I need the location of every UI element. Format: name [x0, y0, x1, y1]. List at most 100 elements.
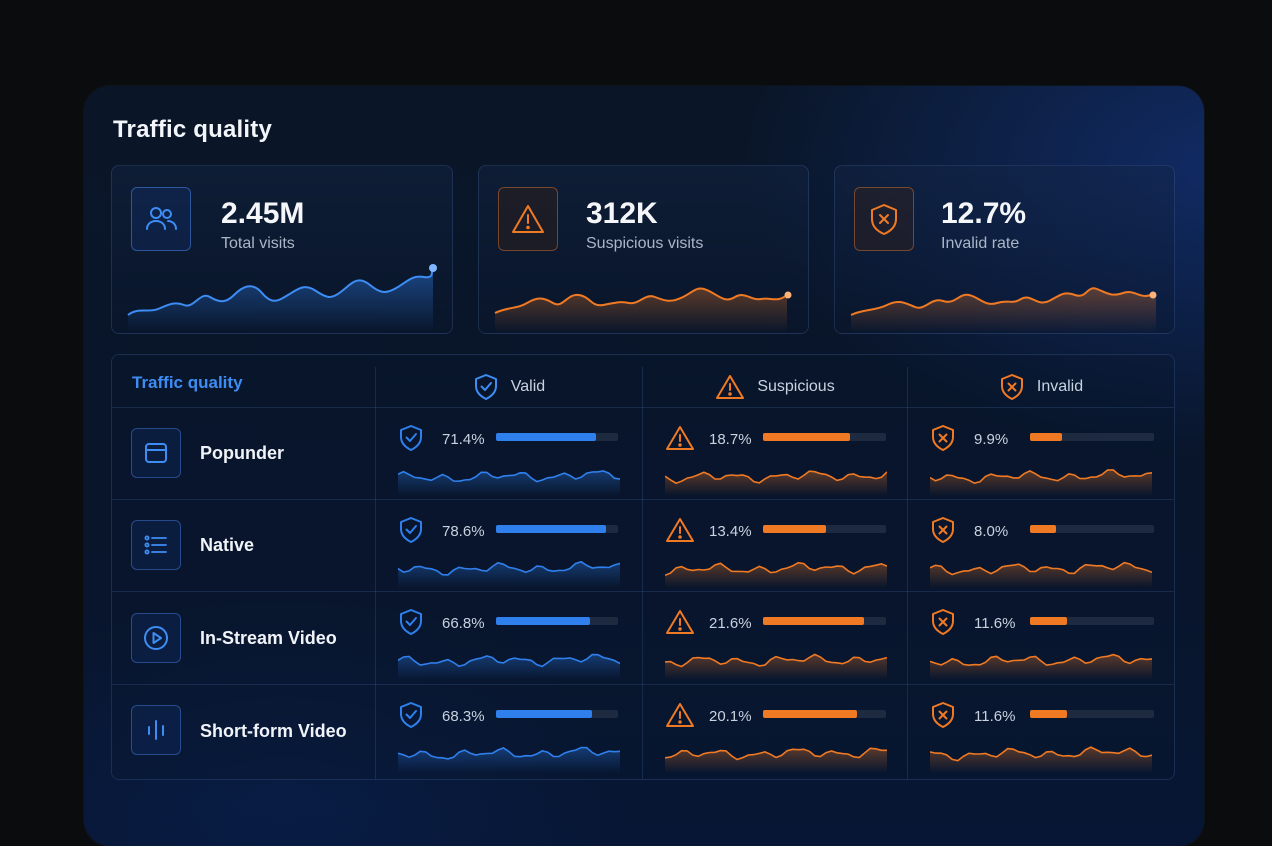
- column-header-label: Invalid: [1036, 378, 1084, 395]
- progress-bar-fill: [1030, 710, 1068, 718]
- kpi-value: 2.45M: [221, 197, 305, 230]
- warning-icon: [666, 610, 694, 634]
- shield-check-icon: [400, 517, 422, 543]
- metric-cell-valid[interactable]: 78.6%: [376, 500, 642, 592]
- metric-percent: 71.4%: [442, 431, 485, 448]
- kpi-label: Invalid rate: [941, 235, 1020, 252]
- kpi-card-total-visits[interactable]: 2.45M Total visits: [111, 165, 453, 334]
- progress-bar-fill: [496, 710, 592, 718]
- metric-cell-suspicious[interactable]: 13.4%: [643, 500, 909, 592]
- progress-bar: [496, 617, 618, 625]
- metric-cell-invalid[interactable]: 9.9%: [908, 408, 1174, 500]
- progress-bar-fill: [496, 525, 607, 533]
- valid-status-icon: [398, 516, 424, 549]
- play-circle-icon: [131, 613, 181, 663]
- metric-cell-invalid[interactable]: 11.6%: [908, 592, 1174, 684]
- metric-cell-suspicious[interactable]: 18.7%: [643, 408, 909, 500]
- progress-bar: [763, 617, 886, 625]
- metric-percent: 68.3%: [442, 708, 485, 725]
- progress-bar: [1030, 617, 1154, 625]
- trend-sparkline: [398, 560, 620, 588]
- progress-bar: [763, 433, 886, 441]
- progress-bar: [496, 525, 618, 533]
- progress-bar: [1030, 525, 1154, 533]
- progress-bar-fill: [496, 433, 597, 441]
- column-header-suspicious[interactable]: Suspicious: [643, 367, 907, 407]
- progress-bar-fill: [763, 710, 857, 718]
- users-icon: [131, 187, 191, 251]
- shield-x-icon: [932, 425, 954, 451]
- trend-sparkline: [930, 746, 1152, 773]
- progress-bar: [1030, 710, 1154, 718]
- shield-x-icon: [932, 702, 954, 728]
- column-header-invalid[interactable]: Invalid: [908, 367, 1174, 407]
- metric-cell-valid[interactable]: 68.3%: [376, 685, 642, 777]
- kpi-card-suspicious-visits[interactable]: 312K Suspicious visits: [478, 165, 809, 334]
- metric-percent: 8.0%: [974, 523, 1009, 540]
- suspicious-status-icon: [665, 424, 695, 457]
- column-header-label: Suspicious: [757, 378, 835, 395]
- browser-window-icon: [131, 428, 181, 478]
- metric-percent: 78.6%: [442, 523, 485, 540]
- metric-cell-invalid[interactable]: 8.0%: [908, 500, 1174, 592]
- row-name-short-form-video[interactable]: Short-form Video: [200, 721, 347, 741]
- traffic-quality-table: Traffic quality Valid Suspicious Invalid: [111, 354, 1175, 780]
- column-header-valid[interactable]: Valid: [376, 367, 642, 407]
- suspicious-visits-sparkline: [494, 287, 792, 333]
- column-header-label: Valid: [510, 378, 546, 395]
- progress-bar-fill: [1030, 617, 1068, 625]
- shield-check-icon: [400, 702, 422, 728]
- invalid-rate-sparkline: [850, 287, 1157, 333]
- valid-status-icon: [398, 424, 424, 457]
- warning-icon: [666, 703, 694, 727]
- shield-check-icon: [400, 609, 422, 635]
- suspicious-status-icon: [665, 516, 695, 549]
- progress-bar: [496, 433, 618, 441]
- metric-cell-valid[interactable]: 66.8%: [376, 592, 642, 684]
- invalid-status-icon: [930, 516, 956, 549]
- metric-cell-suspicious[interactable]: 20.1%: [643, 685, 909, 777]
- metric-cell-valid[interactable]: 71.4%: [376, 408, 642, 500]
- trend-sparkline: [398, 746, 620, 773]
- invalid-status-icon: [930, 608, 956, 641]
- trend-sparkline: [930, 469, 1152, 496]
- warning-icon: [666, 518, 694, 542]
- trend-sparkline: [665, 747, 887, 773]
- trend-sparkline: [665, 561, 887, 588]
- progress-bar-fill: [1030, 433, 1062, 441]
- warning-icon: [498, 187, 558, 251]
- row-name-in-stream-video[interactable]: In-Stream Video: [200, 628, 337, 648]
- trend-sparkline: [930, 561, 1152, 588]
- row-name-popunder[interactable]: Popunder: [200, 443, 284, 463]
- trend-sparkline: [398, 470, 620, 496]
- valid-status-icon: [398, 701, 424, 734]
- metric-percent: 9.9%: [974, 431, 1009, 448]
- progress-bar-fill: [763, 433, 851, 441]
- metric-percent: 18.7%: [709, 431, 752, 448]
- kpi-label: Suspicious visits: [586, 235, 704, 252]
- total-visits-sparkline: [127, 264, 437, 333]
- vertical-bars-icon: [131, 705, 181, 755]
- kpi-value: 312K: [586, 197, 658, 230]
- metric-percent: 20.1%: [709, 708, 752, 725]
- list-icon: [131, 520, 181, 570]
- kpi-card-invalid-rate[interactable]: 12.7% Invalid rate: [834, 165, 1175, 334]
- progress-bar: [1030, 433, 1154, 441]
- invalid-status-icon: [930, 701, 956, 734]
- metric-cell-suspicious[interactable]: 21.6%: [643, 592, 909, 684]
- shield-x-icon: [1000, 374, 1023, 400]
- progress-bar-fill: [763, 525, 826, 533]
- metric-percent: 21.6%: [709, 615, 752, 632]
- progress-bar: [496, 710, 618, 718]
- metric-percent: 13.4%: [709, 523, 752, 540]
- metric-percent: 66.8%: [442, 615, 485, 632]
- kpi-label: Total visits: [221, 235, 295, 252]
- trend-sparkline: [665, 470, 887, 496]
- metric-percent: 11.6%: [974, 708, 1016, 725]
- suspicious-status-icon: [665, 701, 695, 734]
- table-title: Traffic quality: [132, 373, 243, 392]
- shield-x-icon: [932, 517, 954, 543]
- row-name-native[interactable]: Native: [200, 535, 255, 555]
- metric-cell-invalid[interactable]: 11.6%: [908, 685, 1174, 777]
- progress-bar-fill: [1030, 525, 1056, 533]
